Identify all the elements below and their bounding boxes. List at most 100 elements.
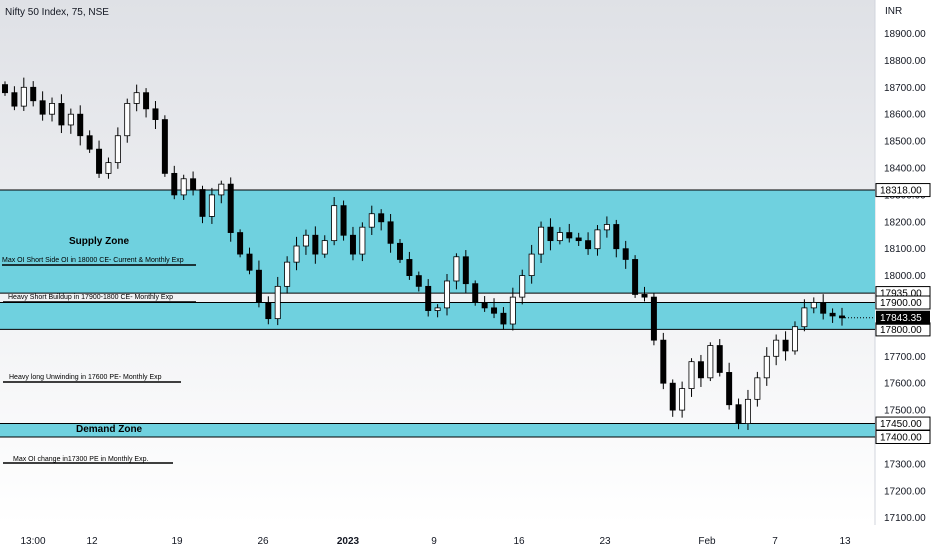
candle-body xyxy=(763,355,770,379)
y-tick-label: 18500.00 xyxy=(884,137,926,148)
candle-body xyxy=(397,242,403,260)
candle-body xyxy=(265,302,272,320)
candle-body xyxy=(538,226,545,255)
candle-body xyxy=(603,224,610,231)
level-label: 17400.00 xyxy=(880,433,922,444)
x-tick-label: 7 xyxy=(772,536,778,547)
candle-body xyxy=(77,113,84,137)
candle-body xyxy=(726,372,733,406)
candle-body xyxy=(622,248,629,260)
candle-body xyxy=(641,294,648,298)
y-tick-label: 18000.00 xyxy=(884,271,926,282)
candle-body xyxy=(547,226,554,242)
candle-body xyxy=(302,234,309,247)
level-label-box xyxy=(875,295,931,310)
candle-body xyxy=(688,361,695,389)
long-unwinding-note: Heavy long Unwinding in 17600 PE- Monthl… xyxy=(9,374,162,381)
candle-body xyxy=(472,283,479,303)
candle-body xyxy=(124,103,131,137)
candle-body xyxy=(782,339,789,352)
candle-body xyxy=(528,253,535,277)
y-tick-label: 17700.00 xyxy=(884,352,926,363)
candle-body xyxy=(791,326,798,352)
y-tick-label: 18200.00 xyxy=(884,217,926,228)
level-label-box xyxy=(875,183,931,198)
x-tick-label: 12 xyxy=(86,536,98,547)
candle-body xyxy=(152,108,159,120)
candle-body xyxy=(810,302,817,309)
level-label: 17800.00 xyxy=(880,325,922,336)
candle-body xyxy=(594,229,601,250)
candle-body xyxy=(566,232,573,239)
price-axis-background xyxy=(875,0,932,525)
candle-body xyxy=(105,162,112,174)
candle-body xyxy=(227,183,234,233)
y-tick-label: 18600.00 xyxy=(884,110,926,121)
candle-body xyxy=(39,100,46,115)
candle-body xyxy=(96,148,103,174)
candle-body xyxy=(754,377,761,400)
candle-body xyxy=(820,302,827,314)
candle-body xyxy=(67,113,74,126)
candle-body xyxy=(801,307,808,328)
max-oi-ce-note: Max OI Short Side OI in 18000 CE- Curren… xyxy=(2,257,184,264)
candle-body xyxy=(49,103,56,115)
candle-body xyxy=(773,339,780,357)
zone-fill-2 xyxy=(0,423,875,437)
time-axis-background xyxy=(0,525,932,550)
candle-body xyxy=(58,103,65,126)
supply-zone-label: Supply Zone xyxy=(69,236,129,247)
candle-body xyxy=(293,245,300,263)
candle-body xyxy=(613,224,620,250)
candle-body xyxy=(444,280,450,309)
candle-body xyxy=(133,92,140,104)
candle-body xyxy=(11,92,18,107)
candle-body xyxy=(378,213,385,223)
x-tick-label: 13:00 xyxy=(20,536,45,547)
y-tick-label: 18700.00 xyxy=(884,83,926,94)
candle-body xyxy=(707,345,714,379)
candle-body xyxy=(143,92,150,110)
candle-body xyxy=(237,232,244,255)
y-tick-label: 17300.00 xyxy=(884,459,926,470)
candle-body xyxy=(679,388,686,411)
x-tick-label: 16 xyxy=(513,536,525,547)
candle-body xyxy=(180,178,187,196)
candle-body xyxy=(697,361,704,379)
candle-body xyxy=(669,382,676,411)
candle-body xyxy=(331,205,338,242)
y-tick-label: 17100.00 xyxy=(884,513,926,524)
candle-body xyxy=(650,296,657,341)
max-oi-pe-note: Max OI change in17300 PE in Monthly Exp. xyxy=(13,456,148,463)
candle-body xyxy=(246,253,253,271)
x-tick-label: 23 xyxy=(599,536,611,547)
y-tick-label: 17200.00 xyxy=(884,486,926,497)
short-buildup-note: Heavy Short Buildup in 17900-1800 CE- Mo… xyxy=(8,294,173,301)
candle-body xyxy=(218,183,225,196)
time-axis[interactable]: 13:00 12 19 26 2023 9 16 23 Feb 7 13 xyxy=(20,536,851,547)
y-tick-label: 18400.00 xyxy=(884,164,926,175)
candle-body xyxy=(500,312,507,325)
candle-body xyxy=(349,234,356,255)
y-tick-label: 18900.00 xyxy=(884,29,926,40)
currency-label: INR xyxy=(885,6,902,17)
candle-body xyxy=(161,119,168,174)
candle-body xyxy=(509,296,516,325)
candle-body xyxy=(519,275,526,298)
zone-fill-0 xyxy=(0,190,875,294)
x-tick-label: 2023 xyxy=(337,536,360,547)
last-price-label: 17843.35 xyxy=(880,313,922,324)
candle-body xyxy=(434,307,441,311)
y-tick-label: 17500.00 xyxy=(884,406,926,417)
candle-body xyxy=(415,275,422,287)
candles-layer xyxy=(2,77,845,431)
level-label: 17935.00 xyxy=(880,289,922,300)
candle-body xyxy=(491,307,498,314)
candle-body xyxy=(208,194,215,217)
y-tick-label: 17600.00 xyxy=(884,379,926,390)
x-tick-label: 26 xyxy=(257,536,269,547)
y-tick-label: 18100.00 xyxy=(884,244,926,255)
